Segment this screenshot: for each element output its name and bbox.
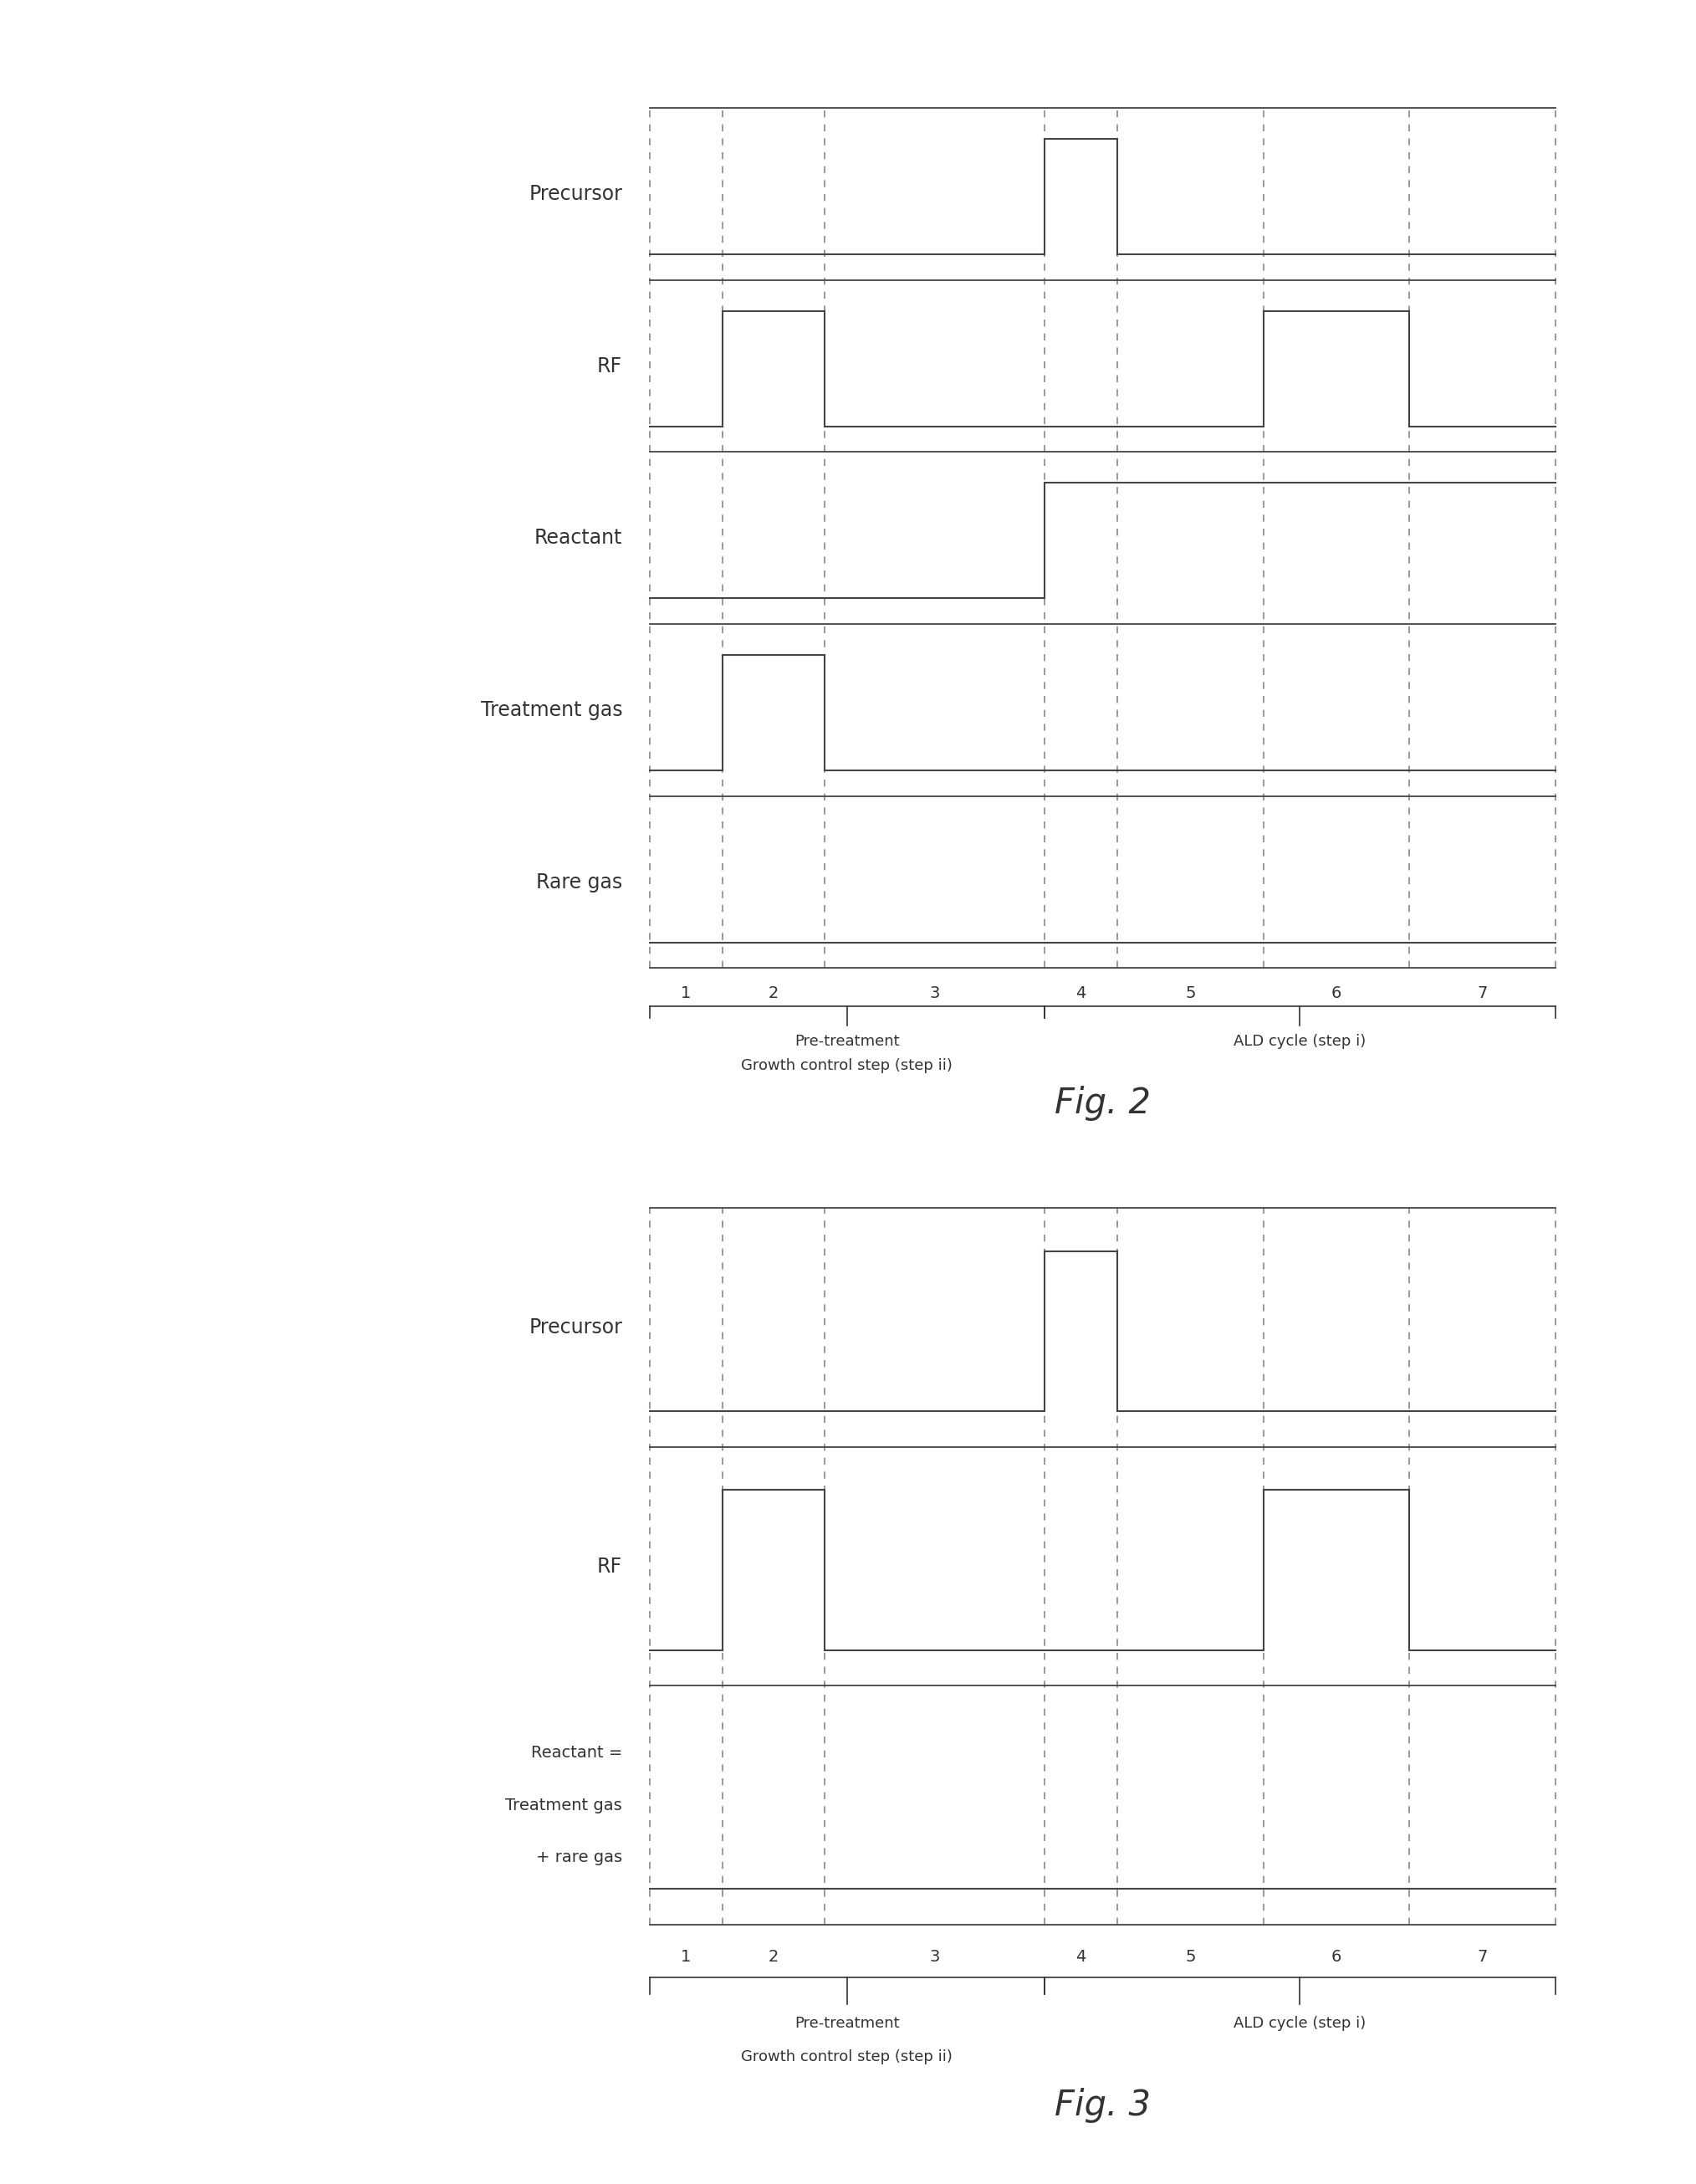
Text: Treatment gas: Treatment gas: [505, 1797, 622, 1813]
Text: 3: 3: [929, 985, 940, 1000]
Text: Pre-treatment: Pre-treatment: [794, 2016, 899, 2031]
Text: Reactant: Reactant: [534, 529, 622, 548]
Text: Reactant =: Reactant =: [531, 1745, 622, 1760]
Text: RF: RF: [597, 1557, 622, 1577]
Text: Precursor: Precursor: [529, 1317, 622, 1337]
Text: 6: 6: [1331, 985, 1342, 1000]
Text: 6: 6: [1331, 1948, 1342, 1963]
Text: 5: 5: [1186, 985, 1196, 1000]
Text: Growth control step (step ii): Growth control step (step ii): [741, 2049, 953, 2064]
Text: Fig. 3: Fig. 3: [1055, 2088, 1150, 2123]
Text: 5: 5: [1186, 1948, 1196, 1963]
Text: 1: 1: [682, 1948, 692, 1963]
Text: 4: 4: [1075, 985, 1085, 1000]
Text: 1: 1: [682, 985, 692, 1000]
Text: + rare gas: + rare gas: [536, 1850, 622, 1865]
Text: RF: RF: [597, 356, 622, 376]
Text: Fig. 2: Fig. 2: [1055, 1085, 1150, 1120]
Text: 2: 2: [768, 1948, 778, 1963]
Text: Pre-treatment: Pre-treatment: [794, 1033, 899, 1048]
Text: 3: 3: [929, 1948, 940, 1963]
Text: Treatment gas: Treatment gas: [480, 701, 622, 721]
Text: 7: 7: [1477, 1948, 1487, 1963]
Text: ALD cycle (step i): ALD cycle (step i): [1233, 1033, 1365, 1048]
Text: Growth control step (step ii): Growth control step (step ii): [741, 1057, 953, 1072]
Text: ALD cycle (step i): ALD cycle (step i): [1233, 2016, 1365, 2031]
Text: 4: 4: [1075, 1948, 1085, 1963]
Text: 2: 2: [768, 985, 778, 1000]
Text: Rare gas: Rare gas: [536, 871, 622, 893]
Text: Precursor: Precursor: [529, 183, 622, 203]
Text: 7: 7: [1477, 985, 1487, 1000]
